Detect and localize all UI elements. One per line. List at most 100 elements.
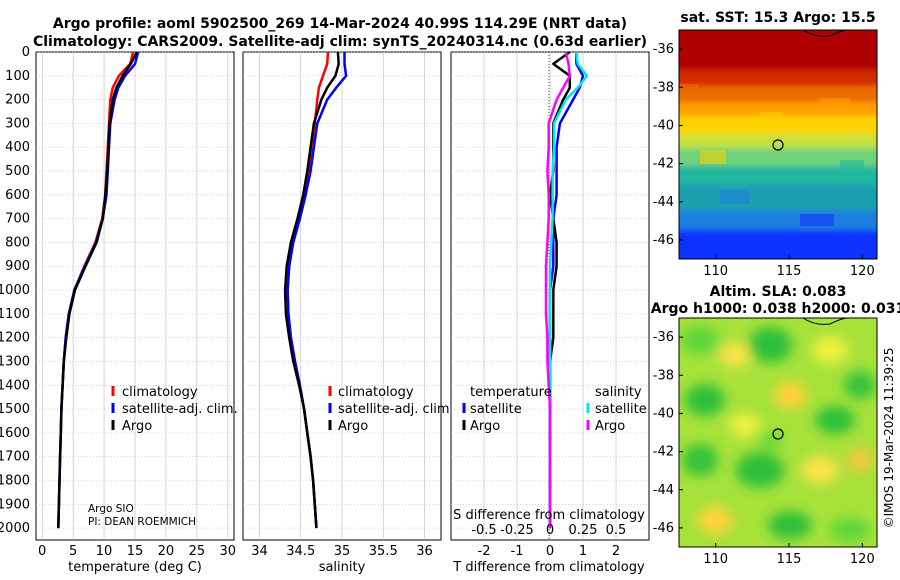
x-tick-label: 15 (127, 544, 144, 559)
legend-argo-label: Argo (338, 419, 368, 434)
s-difference-xlabel: S difference from climatology (453, 508, 645, 523)
sst-field (679, 30, 877, 259)
temperature-legend: climatology satellite-adj. clim. Argo (111, 385, 238, 434)
x-tick-label: 35.5 (369, 544, 398, 559)
depth-tick-label: 1000 (0, 283, 30, 298)
depth-tick-label: 1500 (0, 402, 30, 417)
sst-map-frame (678, 29, 878, 260)
x-tick-label: 1 (579, 544, 587, 559)
legend-s-argo-label: Argo (595, 419, 625, 434)
map-lat-label: -46 (653, 521, 674, 536)
x-tick-label: 30 (220, 544, 237, 559)
salinity-panel: 34 34.5 35 35.5 36 salinity climatology sate… (242, 51, 454, 575)
institution-credit: Argo SIO (88, 503, 134, 515)
x-tick-label: 35 (334, 544, 351, 559)
depth-tick-label: 600 (5, 188, 30, 203)
figure-title-line1: Argo profile: aoml 5902500_269 14-Mar-20… (53, 16, 627, 32)
depth-tick-label: 1100 (0, 307, 30, 322)
s-tick-label: 0.5 (606, 523, 627, 538)
x-tick-label: 10 (96, 544, 113, 559)
sst-map-title: sat. SST: 15.3 Argo: 15.5 (680, 10, 875, 26)
map-lon-label: 120 (850, 552, 875, 567)
sla-map-frame (678, 317, 878, 548)
depth-tick-label: 800 (5, 235, 30, 250)
series-line-argo (57, 51, 139, 529)
map-lat-label: -40 (653, 118, 674, 133)
x-tick-label: -2 (478, 544, 491, 559)
legend-satellite-label: satellite-adj. clim. (122, 402, 238, 417)
s-tick-label: 0 (546, 523, 554, 538)
temperature-grid (36, 51, 234, 540)
sla-map-title-line1: Altim. SLA: 0.083 (710, 284, 847, 300)
sla-map: Altim. SLA: 0.083 Argo h1000: 0.038 h200… (651, 284, 900, 567)
salinity-x-ticks: 34 34.5 35 35.5 36 (251, 544, 433, 559)
depth-tick-label: 200 (5, 93, 30, 108)
depth-tick-label: 1600 (0, 426, 30, 441)
depth-tick-label: 1900 (0, 497, 30, 512)
map-lon-label: 110 (703, 264, 728, 279)
map-lon-label: 120 (850, 264, 875, 279)
map-lat-label: -36 (653, 330, 674, 345)
s-tick-label: 0.25 (569, 523, 598, 538)
map-lon-label: 115 (777, 552, 802, 567)
x-tick-label: 2 (612, 544, 620, 559)
depth-tick-label: 0 (22, 45, 30, 60)
legend-salinity-heading: salinity (595, 385, 642, 400)
map-lat-label: -38 (653, 80, 674, 95)
depth-tick-label: 700 (5, 212, 30, 227)
sst-map-ticks: -36 -38 -40 -42 -44 -46 110 115 120 (653, 42, 875, 279)
depth-tick-label: 1400 (0, 378, 30, 393)
x-tick-label: -1 (511, 544, 524, 559)
temperature-xlabel: temperature (deg C) (68, 560, 202, 575)
sla-field (679, 318, 877, 547)
temperature-depth-ticks: 0 100 200 300 400 500 600 700 800 900 1000 1100 1200… (0, 45, 30, 536)
figure-title-line2: Climatology: CARS2009. Satellite-adj cli… (33, 34, 647, 50)
sst-map: sat. SST: 15.3 Argo: 15.5 (653, 10, 878, 279)
salinity-legend: climatology satellite-adj. clim. Argo (328, 385, 454, 434)
map-lat-label: -46 (653, 233, 674, 248)
t-difference-xlabel: T difference from climatology (452, 560, 645, 575)
s-tick-label: -0.5 (471, 523, 496, 538)
legend-climatology-label: climatology (338, 385, 414, 400)
sst-float-marker (772, 139, 784, 151)
salinity-grid (243, 51, 441, 540)
difference-s-ticks: -0.5 -0.25 0 0.25 0.5 (471, 523, 626, 538)
x-tick-label: 0 (38, 544, 46, 559)
map-lat-label: -38 (653, 368, 674, 383)
depth-tick-label: 900 (5, 259, 30, 274)
difference-lines (544, 50, 589, 529)
legend-t-satellite-label: satellite (470, 402, 522, 417)
legend-s-satellite-label: satellite (595, 402, 647, 417)
map-lat-label: -42 (653, 445, 674, 460)
temperature-lines (57, 51, 140, 529)
depth-tick-label: 300 (5, 116, 30, 131)
legend-argo-label: Argo (122, 419, 152, 434)
map-lat-label: -44 (653, 483, 674, 498)
salinity-xlabel: salinity (319, 560, 366, 575)
map-lon-label: 115 (777, 264, 802, 279)
salinity-lines (283, 51, 348, 529)
sla-map-ticks: -36 -38 -40 -42 -44 -46 110 115 120 (653, 330, 875, 567)
map-lat-label: -44 (653, 195, 674, 210)
difference-legend: temperature satellite Argo salinity sate… (462, 385, 647, 434)
difference-x-ticks: -2 -1 0 1 2 (478, 544, 621, 559)
x-tick-label: 36 (416, 544, 433, 559)
legend-satellite-label: satellite-adj. clim. (338, 402, 454, 417)
legend-t-argo-label: Argo (470, 419, 500, 434)
sla-map-title-line2: Argo h1000: 0.038 h2000: 0.031 (651, 301, 900, 317)
legend-temperature-heading: temperature (470, 385, 552, 400)
sla-coastline (802, 318, 849, 325)
series-line-argo (283, 51, 340, 529)
map-lat-label: -36 (653, 42, 674, 57)
depth-tick-label: 500 (5, 164, 30, 179)
map-lon-label: 110 (703, 552, 728, 567)
depth-tick-label: 1200 (0, 331, 30, 346)
depth-tick-label: 2000 (0, 521, 30, 536)
sla-float-marker (772, 428, 784, 440)
s-tick-label: -0.25 (500, 523, 534, 538)
temperature-panel: 0100200300400500600700800900100011001200… (0, 45, 238, 575)
imos-watermark: ©IMOS 19-Mar-2024 11:39:25 (882, 348, 896, 529)
difference-panel: -2 -1 0 1 2 -0.5 -0.25 0 0.25 0.5 S difference f… (450, 50, 650, 575)
depth-tick-label: 1800 (0, 473, 30, 488)
